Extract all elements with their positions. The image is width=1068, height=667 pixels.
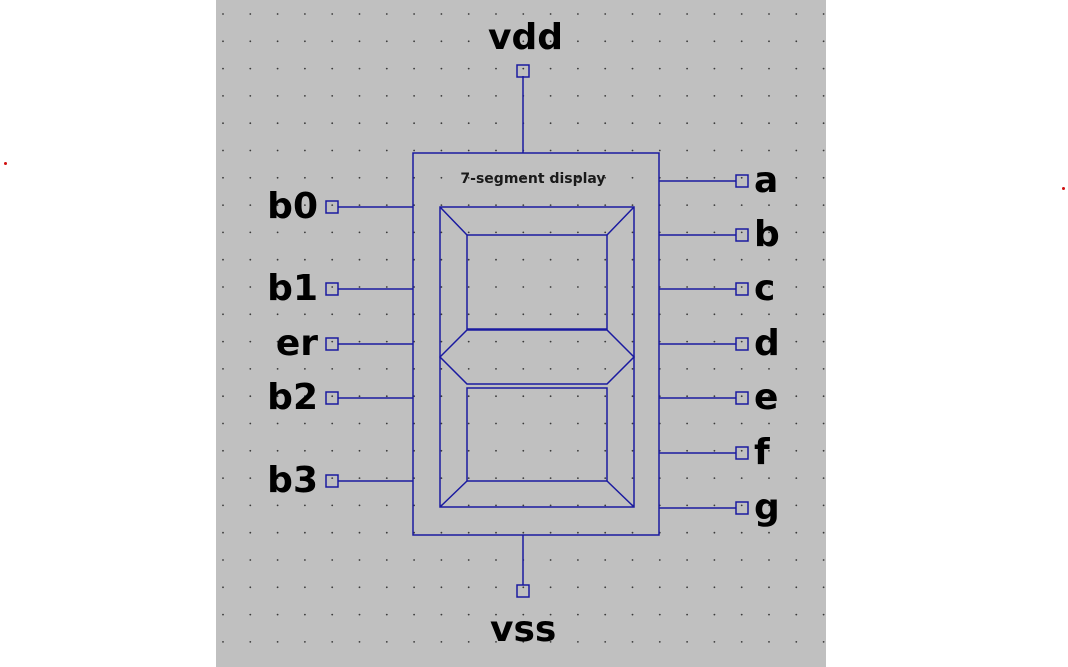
- output-pin-g[interactable]: [659, 501, 749, 515]
- output-pin-c[interactable]: [659, 282, 749, 296]
- vdd-label: vdd: [488, 17, 564, 58]
- output-pin-b[interactable]: [659, 228, 749, 242]
- output-pin-e[interactable]: [659, 391, 749, 405]
- input-pin-er[interactable]: [325, 337, 413, 351]
- input-pin-label: b0: [267, 186, 318, 227]
- input-pin-b2[interactable]: [325, 391, 413, 405]
- vss-pin[interactable]: [516, 535, 530, 598]
- output-pin-label: f: [754, 432, 770, 473]
- marker-dot-left: [4, 162, 7, 165]
- input-pin-b0[interactable]: [325, 200, 413, 214]
- input-pin-label: b3: [267, 460, 318, 501]
- output-pin-d[interactable]: [659, 337, 749, 351]
- output-pin-label: d: [754, 323, 780, 364]
- output-pin-label: b: [754, 214, 780, 255]
- output-pin-a[interactable]: [659, 174, 749, 188]
- grid-dots: [222, 13, 825, 643]
- input-pin-b1[interactable]: [325, 282, 413, 296]
- output-pin-label: g: [754, 487, 780, 528]
- output-pin-label: a: [754, 160, 779, 201]
- symbol-title: 7-segment display: [460, 171, 606, 187]
- marker-dot-right: [1062, 187, 1065, 190]
- input-pin-label: b2: [267, 377, 318, 418]
- output-pin-label: c: [754, 268, 776, 309]
- output-pin-f[interactable]: [659, 446, 749, 460]
- vss-label: vss: [490, 609, 557, 650]
- input-pin-b3[interactable]: [325, 474, 413, 488]
- input-pin-label: er: [275, 323, 318, 364]
- output-pin-label: e: [754, 377, 779, 418]
- schematic-canvas[interactable]: [216, 0, 826, 667]
- input-pin-label: b1: [267, 268, 318, 309]
- segment-outline: [438, 206, 636, 508]
- component-body[interactable]: [412, 152, 660, 536]
- vdd-pin[interactable]: [516, 64, 530, 153]
